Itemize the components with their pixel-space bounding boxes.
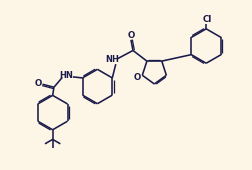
- Text: HN: HN: [59, 71, 73, 80]
- Text: NH: NH: [105, 55, 119, 64]
- Text: Cl: Cl: [202, 15, 211, 24]
- Text: O: O: [127, 31, 135, 40]
- Text: O: O: [34, 79, 41, 88]
- Text: O: O: [134, 73, 141, 82]
